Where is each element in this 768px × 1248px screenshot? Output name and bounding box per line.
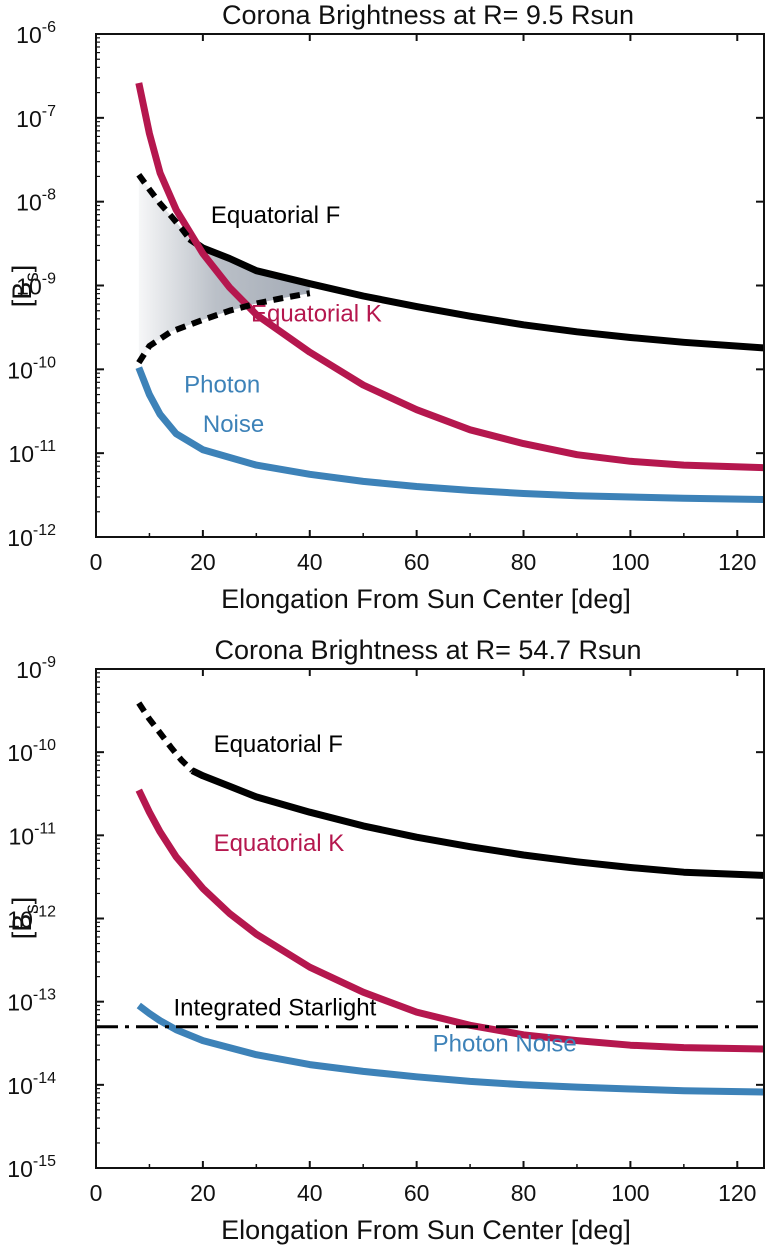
y-tick-exponent: -10 xyxy=(33,737,56,754)
series-annotation: Photon xyxy=(184,371,260,398)
series-annotation: Noise xyxy=(203,411,264,438)
series-annotation: Equatorial K xyxy=(214,830,345,857)
x-tick-label: 60 xyxy=(404,1180,430,1206)
y-tick-exponent: -7 xyxy=(42,103,56,120)
series-annotation: Equatorial K xyxy=(251,301,382,328)
y-tick-base: 10 xyxy=(7,990,33,1016)
y-tick-base: 10 xyxy=(7,740,33,766)
y-tick-base: 10 xyxy=(16,190,42,216)
y-axis-label-sub: s xyxy=(22,272,43,282)
x-tick-label: 0 xyxy=(90,549,103,575)
y-tick-label: 10-13 xyxy=(7,987,56,1016)
y-tick-exponent: -9 xyxy=(42,654,56,671)
y-tick-label: 10-10 xyxy=(7,737,56,766)
chart-panel-top: Corona Brightness at R= 9.5 Rsun 0 20 40 60 8… xyxy=(7,0,765,614)
y-axis-label-close: ] xyxy=(7,897,37,905)
series-line-equatorial-k xyxy=(135,788,765,1053)
x-tick-label: 80 xyxy=(511,1180,537,1206)
y-axis-label-main: [B xyxy=(7,914,37,940)
y-tick-label: 10-9 xyxy=(16,271,56,300)
y-tick-base: 10 xyxy=(16,22,42,48)
series-line-dashed-extension-3 xyxy=(136,701,195,773)
y-tick-base: 10 xyxy=(7,1156,33,1182)
y-tick-label: 10-10 xyxy=(7,354,56,383)
y-tick-base: 10 xyxy=(7,525,33,551)
x-tick-label: 40 xyxy=(297,549,323,575)
series-annotation: Photon Noise xyxy=(433,1031,577,1058)
x-tick-label: 0 xyxy=(90,1180,103,1206)
y-tick-exponent: -9 xyxy=(42,271,56,288)
y-tick-label: 10-14 xyxy=(7,1070,56,1099)
series-line-photon-noise xyxy=(136,1002,765,1096)
series-line-equatorial-f xyxy=(190,767,765,879)
chart-title: Corona Brightness at R= 54.7 Rsun xyxy=(215,635,642,665)
y-tick-exponent: -8 xyxy=(42,187,56,204)
y-axis-label: [Bs] xyxy=(7,897,43,940)
y-tick-base: 10 xyxy=(7,357,33,383)
y-tick-label: 10-6 xyxy=(16,19,56,48)
y-tick-exponent: -12 xyxy=(33,522,56,539)
series-annotation: Integrated Starlight xyxy=(173,995,376,1022)
y-tick-base: 10 xyxy=(16,657,42,683)
y-tick-label: 10-7 xyxy=(16,103,56,132)
x-tick-label: 20 xyxy=(190,549,216,575)
x-tick-label: 120 xyxy=(718,1180,756,1206)
x-tick-label: 100 xyxy=(611,1180,649,1206)
y-tick-base: 10 xyxy=(8,823,34,849)
x-axis-label: Elongation From Sun Center [deg] xyxy=(221,584,631,614)
y-axis-label-close: ] xyxy=(7,265,37,273)
y-tick-label: 10-11 xyxy=(8,820,56,849)
series-annotation: Equatorial F xyxy=(214,731,343,758)
y-tick-label: 10-9 xyxy=(16,654,56,683)
y-tick-base: 10 xyxy=(7,1073,33,1099)
y-axis-label: [Bs] xyxy=(7,265,43,308)
series-line-photon-noise xyxy=(135,366,765,503)
y-axis-label-main: [B xyxy=(7,282,37,308)
y-tick-exponent: -14 xyxy=(33,1070,56,1087)
y-tick-base: 10 xyxy=(8,441,34,467)
y-tick-exponent: -13 xyxy=(33,987,56,1004)
x-tick-label: 100 xyxy=(611,549,649,575)
y-tick-exponent: -15 xyxy=(33,1153,56,1170)
y-tick-base: 10 xyxy=(16,274,42,300)
y-tick-base: 10 xyxy=(7,907,33,933)
y-tick-exponent: -11 xyxy=(34,820,56,837)
x-tick-label: 120 xyxy=(718,549,756,575)
x-tick-label: 40 xyxy=(297,1180,323,1206)
y-tick-label: 10-11 xyxy=(8,438,56,467)
series-line-equatorial-f xyxy=(187,236,765,352)
chart-panel-bottom: Corona Brightness at R= 54.7 Rsun 0 20 40 60… xyxy=(7,635,765,1245)
chart-title: Corona Brightness at R= 9.5 Rsun xyxy=(222,0,634,30)
series-annotation: Equatorial F xyxy=(211,202,340,229)
x-tick-label: 80 xyxy=(511,549,537,575)
y-tick-label: 10-15 xyxy=(7,1153,56,1182)
y-tick-label: 10-8 xyxy=(16,187,56,216)
series-line-equatorial-k xyxy=(135,82,765,472)
y-tick-label: 10-12 xyxy=(7,522,56,551)
y-tick-exponent: -10 xyxy=(33,354,56,371)
shaded-uncertainty-region xyxy=(138,174,310,363)
y-tick-base: 10 xyxy=(16,106,42,132)
series-line-dashed-extension-3 xyxy=(136,172,192,241)
y-tick-label: 10-12 xyxy=(7,904,56,933)
y-tick-exponent: -6 xyxy=(42,19,56,36)
series-line-dashed-extension-4 xyxy=(136,290,311,365)
x-axis-label: Elongation From Sun Center [deg] xyxy=(221,1215,631,1245)
y-tick-exponent: -11 xyxy=(34,438,56,455)
y-axis-label-sub: s xyxy=(22,904,43,914)
x-tick-label: 20 xyxy=(190,1180,216,1206)
y-tick-exponent: -12 xyxy=(33,904,56,921)
x-tick-label: 60 xyxy=(404,549,430,575)
